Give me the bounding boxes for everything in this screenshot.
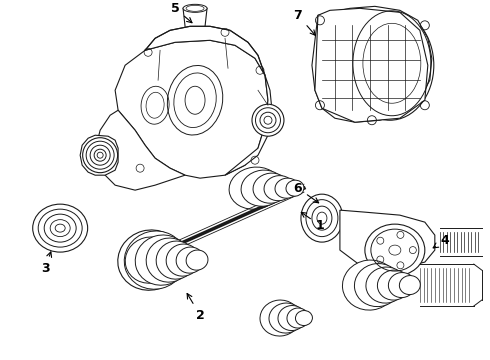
Polygon shape (115, 40, 268, 178)
Ellipse shape (124, 231, 186, 289)
Ellipse shape (33, 204, 88, 252)
Ellipse shape (287, 308, 309, 328)
Text: 5: 5 (171, 2, 192, 23)
Ellipse shape (389, 273, 416, 298)
Ellipse shape (399, 275, 420, 294)
Polygon shape (145, 26, 265, 75)
Ellipse shape (241, 170, 285, 206)
Ellipse shape (135, 235, 189, 285)
Text: 6: 6 (294, 182, 318, 203)
Ellipse shape (286, 180, 304, 196)
Text: 2: 2 (187, 293, 204, 321)
Ellipse shape (260, 300, 300, 336)
Ellipse shape (146, 238, 192, 282)
Ellipse shape (83, 138, 118, 173)
Ellipse shape (183, 4, 207, 12)
Ellipse shape (301, 194, 343, 242)
Ellipse shape (186, 250, 208, 270)
Ellipse shape (346, 10, 434, 120)
Polygon shape (312, 6, 432, 122)
Ellipse shape (156, 241, 196, 279)
Ellipse shape (252, 104, 284, 136)
Polygon shape (315, 8, 428, 122)
Ellipse shape (269, 303, 303, 333)
Ellipse shape (166, 244, 200, 276)
Polygon shape (95, 110, 185, 190)
Ellipse shape (295, 311, 313, 325)
Ellipse shape (229, 167, 281, 209)
Ellipse shape (176, 247, 204, 273)
Polygon shape (80, 135, 118, 175)
Ellipse shape (343, 260, 397, 310)
Ellipse shape (354, 264, 401, 307)
Polygon shape (225, 75, 272, 175)
Text: 7: 7 (294, 9, 315, 35)
Ellipse shape (278, 306, 306, 330)
Ellipse shape (275, 178, 299, 198)
Ellipse shape (118, 230, 182, 290)
Ellipse shape (365, 224, 425, 276)
Ellipse shape (377, 270, 410, 300)
Text: 4: 4 (433, 234, 449, 248)
Ellipse shape (253, 173, 289, 203)
Ellipse shape (264, 176, 294, 201)
Text: 3: 3 (41, 252, 51, 275)
Text: 1: 1 (301, 212, 324, 231)
Polygon shape (340, 210, 435, 268)
Ellipse shape (366, 267, 406, 303)
